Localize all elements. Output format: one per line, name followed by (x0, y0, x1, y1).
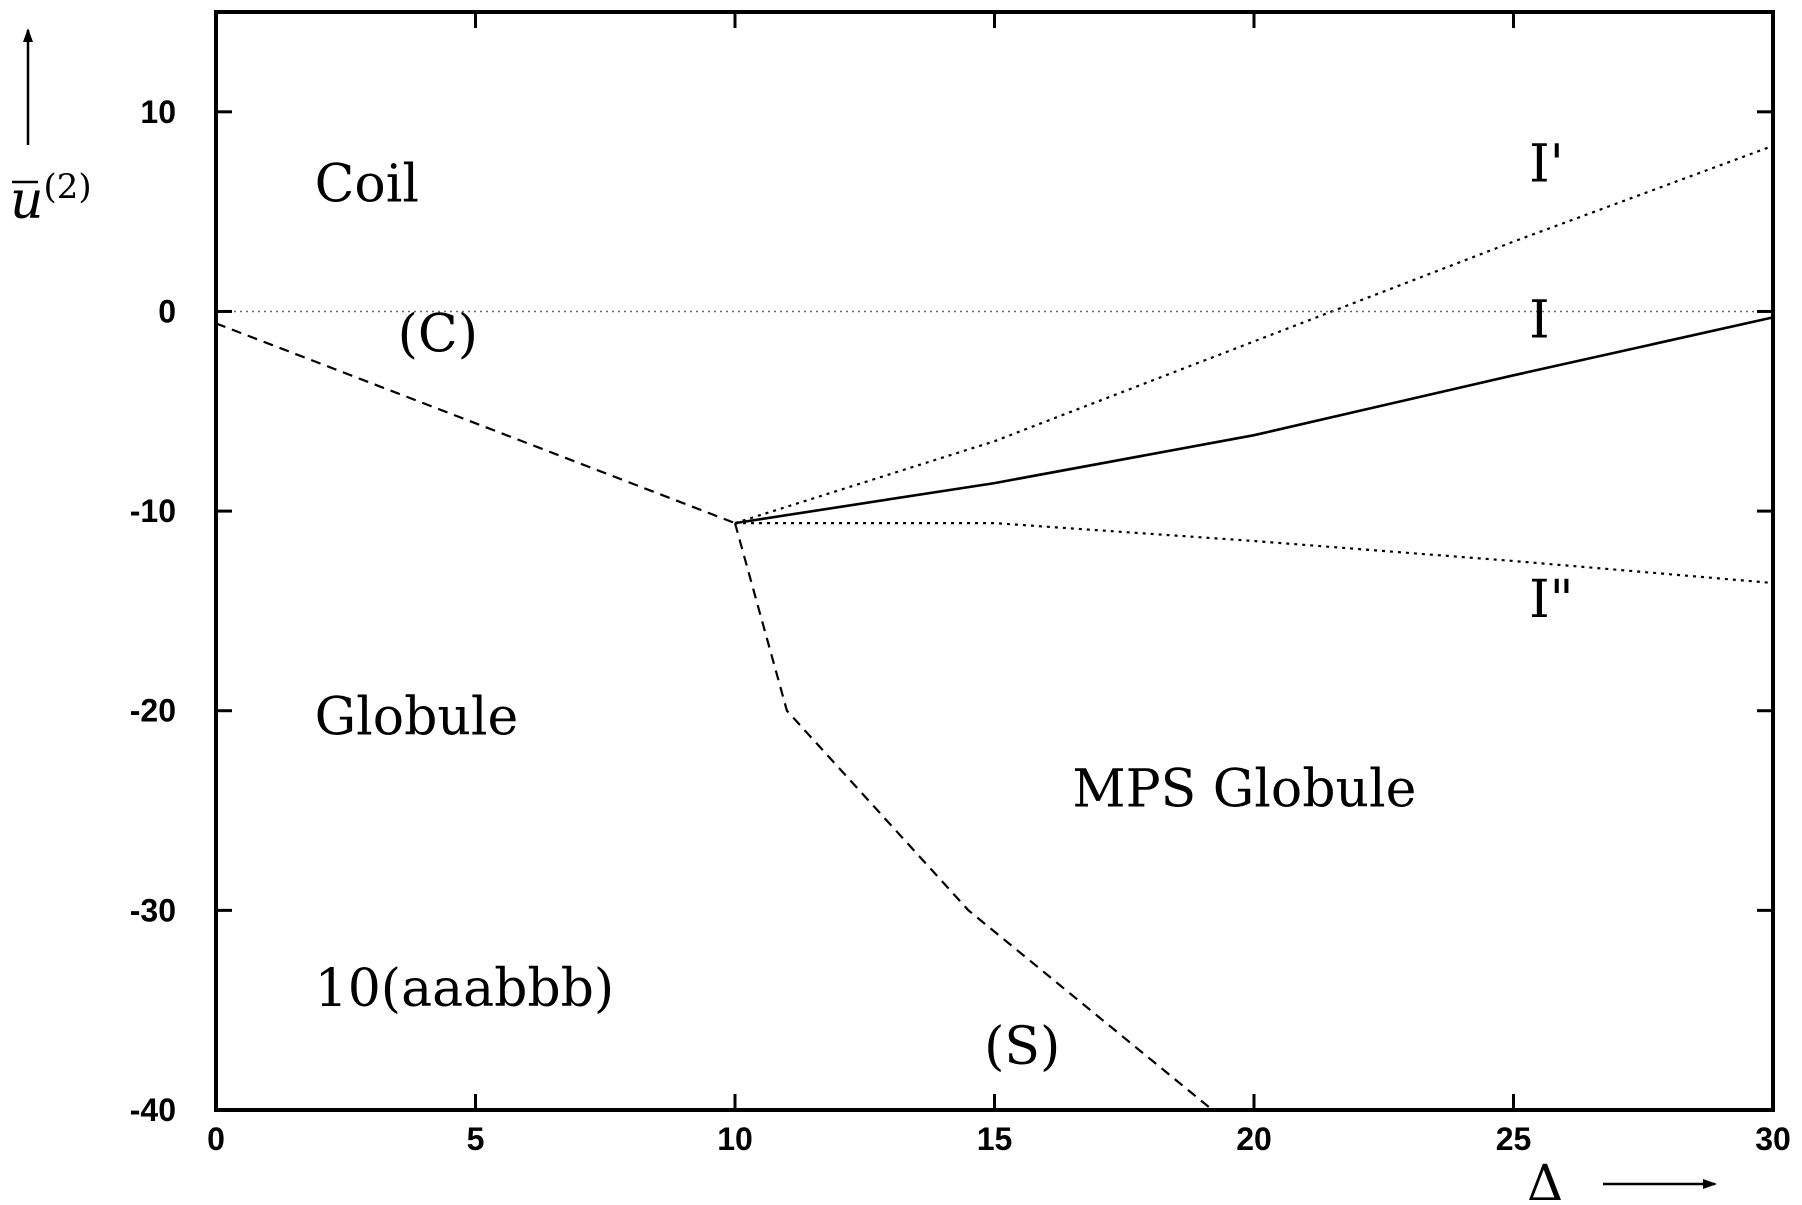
series-line-I (734, 144, 1774, 525)
region-annotation: I" (1529, 570, 1573, 630)
region-annotation: 10(aaabbb) (315, 959, 615, 1019)
tick-marks (214, 12, 1775, 1112)
y-tick-label: -40 (130, 1092, 176, 1128)
x-tick-label: 0 (207, 1121, 225, 1157)
y-axis-label-sup: (2) (44, 167, 92, 207)
x-tick-label: 15 (977, 1121, 1013, 1157)
region-annotation: I (1529, 290, 1550, 350)
y-axis-label: u(2) (10, 167, 92, 231)
series-layer (215, 144, 1774, 1111)
x-tick-label: 20 (1236, 1121, 1272, 1157)
x-tick-label: 10 (717, 1121, 753, 1157)
region-annotation: MPS Globule (1072, 760, 1416, 820)
x-tick-labels: 0 5 10 15 20 25 30 (207, 1121, 1791, 1157)
region-annotation: I' (1529, 135, 1564, 195)
y-axis-label-base: u (10, 171, 44, 231)
x-tick-label: 25 (1496, 1121, 1532, 1157)
x-axis-label: Δ (1527, 1154, 1563, 1205)
region-annotation: Globule (315, 688, 519, 748)
series-line-S (733, 522, 1214, 1111)
y-tick-label: -30 (130, 892, 176, 928)
region-annotation: (C) (398, 304, 478, 364)
y-tick-label: 10 (140, 94, 176, 130)
region-annotation: (S) (984, 1017, 1060, 1077)
x-tick-label: 30 (1755, 1121, 1791, 1157)
y-tick-label: -10 (130, 493, 176, 529)
annotation-layer: Coil (C) I' I I" Globule MPS Globule 10(aaabbb)… (315, 135, 1574, 1077)
series-line-C (215, 322, 736, 525)
y-tick-labels: 10 0 -10 -20 -30 -40 (130, 94, 176, 1128)
y-tick-label: -20 (130, 693, 176, 729)
region-annotation: Coil (315, 155, 419, 215)
y-tick-label: 0 (158, 293, 176, 329)
x-tick-label: 5 (467, 1121, 485, 1157)
series-line-I (735, 521, 1774, 585)
series-line-I (734, 316, 1774, 525)
